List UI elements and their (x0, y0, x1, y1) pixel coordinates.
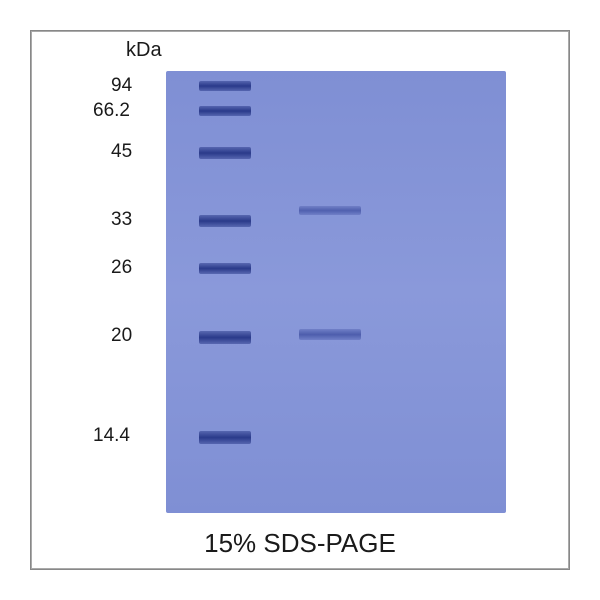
ladder-band (199, 331, 251, 344)
gel-background (166, 71, 506, 513)
ladder-band (199, 81, 251, 91)
ladder-band (199, 106, 251, 116)
mw-label: 33 (111, 209, 132, 231)
mw-label: 45 (111, 141, 132, 163)
ladder-band (199, 431, 251, 444)
kda-unit-label: kDa (126, 39, 162, 62)
gel-caption: 15% SDS-PAGE (31, 528, 569, 559)
mw-label: 66.2 (93, 100, 130, 122)
ladder-band (199, 263, 251, 274)
image-frame: kDa 15% SDS-PAGE 94 66.2 45 33 26 20 14.4 (30, 30, 570, 570)
mw-label: 94 (111, 75, 132, 97)
ladder-band (199, 215, 251, 227)
sample-band (299, 329, 361, 340)
mw-label: 26 (111, 257, 132, 279)
sample-band (299, 206, 361, 215)
ladder-band (199, 147, 251, 159)
mw-label: 20 (111, 325, 132, 347)
mw-label: 14.4 (93, 425, 130, 447)
